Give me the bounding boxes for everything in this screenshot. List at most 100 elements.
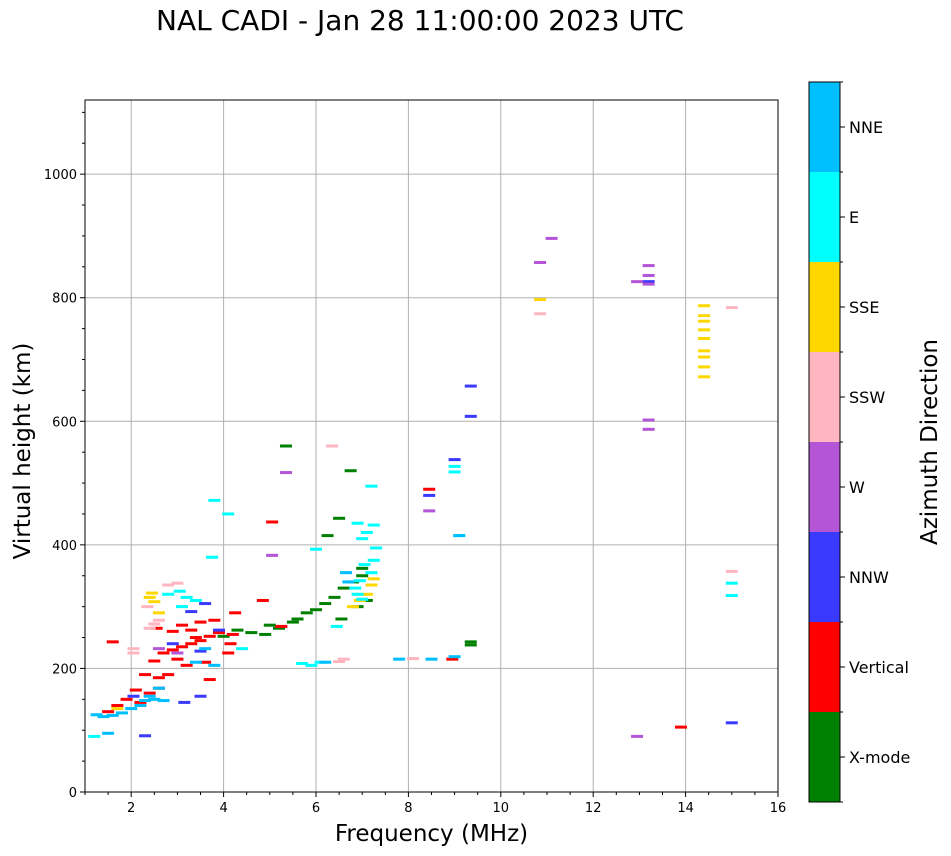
data-point — [698, 328, 711, 332]
data-point — [464, 384, 477, 388]
data-point — [208, 663, 221, 667]
data-point — [152, 647, 165, 651]
data-point — [217, 634, 230, 638]
data-point — [333, 516, 346, 520]
data-point — [120, 697, 133, 701]
data-point — [148, 600, 161, 604]
data-point — [642, 282, 655, 286]
data-point — [259, 632, 272, 636]
data-point — [319, 660, 332, 664]
data-point — [148, 622, 161, 626]
data-point — [330, 624, 343, 628]
data-point — [356, 566, 369, 570]
data-point — [106, 713, 119, 717]
data-point — [631, 280, 644, 284]
data-point — [393, 657, 406, 661]
data-point — [642, 264, 655, 268]
data-point — [189, 636, 202, 640]
data-point — [358, 563, 371, 567]
data-point — [180, 595, 193, 599]
colorbar-swatch — [809, 532, 840, 622]
data-point — [464, 640, 477, 644]
colorbar-swatch — [809, 172, 840, 262]
data-point — [367, 558, 380, 562]
series-w — [152, 236, 655, 738]
data-point — [534, 312, 547, 316]
data-point — [356, 537, 369, 541]
data-point — [266, 520, 279, 524]
data-point — [446, 657, 459, 661]
data-point — [106, 640, 119, 644]
data-point — [185, 642, 198, 646]
data-point — [176, 605, 189, 609]
data-point — [206, 555, 219, 559]
data-point — [111, 707, 124, 711]
x-tick-label: 16 — [770, 801, 787, 816]
data-point — [166, 648, 179, 652]
x-tick-label: 12 — [585, 801, 602, 816]
data-point — [266, 553, 279, 557]
data-point — [152, 686, 165, 690]
gridlines — [85, 100, 779, 793]
data-point — [356, 597, 369, 601]
data-point — [127, 647, 140, 651]
data-point — [226, 632, 239, 636]
data-point — [464, 643, 477, 647]
data-point — [448, 470, 461, 474]
data-point — [351, 521, 364, 525]
data-point — [642, 418, 655, 422]
data-point — [162, 673, 175, 677]
data-point — [203, 634, 216, 638]
data-point — [674, 725, 687, 729]
data-point — [534, 298, 547, 302]
y-tick-label: 800 — [52, 292, 77, 307]
data-point — [356, 574, 369, 578]
chart-title: NAL CADI - Jan 28 11:00:00 2023 UTC — [156, 4, 684, 37]
data-point — [199, 602, 212, 606]
data-point — [139, 699, 152, 703]
y-axis-label: Virtual height (km) — [10, 343, 36, 560]
data-point — [129, 688, 142, 692]
data-point — [423, 493, 436, 497]
data-point — [102, 710, 115, 714]
x-tick-label: 8 — [404, 801, 412, 816]
data-point — [319, 602, 332, 606]
data-point — [333, 660, 346, 664]
y-tick-label: 0 — [69, 786, 77, 801]
data-point — [143, 691, 156, 695]
data-point — [698, 319, 711, 323]
data-point — [407, 657, 420, 661]
data-point — [328, 595, 341, 599]
data-point — [162, 583, 175, 587]
data-point — [127, 694, 140, 698]
data-point — [152, 611, 165, 615]
data-point — [545, 236, 558, 240]
x-tick-label: 6 — [312, 801, 320, 816]
data-point — [115, 711, 128, 715]
data-point — [194, 694, 207, 698]
data-point — [176, 623, 189, 627]
data-point — [725, 594, 738, 598]
data-point — [642, 273, 655, 277]
colorbar: X-mode Vertical NNW W SSW SSE E NNE — [808, 81, 910, 803]
data-point — [134, 704, 147, 707]
data-point — [698, 349, 711, 353]
data-point — [351, 592, 364, 596]
x-tick-label: 14 — [677, 801, 694, 816]
data-point — [189, 660, 202, 664]
colorbar-tick-label: SSE — [849, 298, 879, 317]
series-sse — [111, 298, 711, 711]
data-point — [148, 659, 161, 663]
data-point — [725, 721, 738, 725]
data-point — [725, 569, 738, 573]
data-point — [229, 611, 242, 615]
data-point — [166, 642, 179, 646]
data-point — [256, 598, 269, 602]
y-axis-ticks: 0 200 400 600 800 1000 — [44, 111, 85, 801]
colorbar-tick-label: SSW — [849, 388, 885, 407]
x-axis-ticks: 2 4 6 8 10 12 14 16 — [84, 792, 787, 816]
data-point — [300, 611, 313, 615]
data-point — [180, 663, 193, 667]
data-point — [698, 365, 711, 369]
data-point — [340, 571, 353, 575]
